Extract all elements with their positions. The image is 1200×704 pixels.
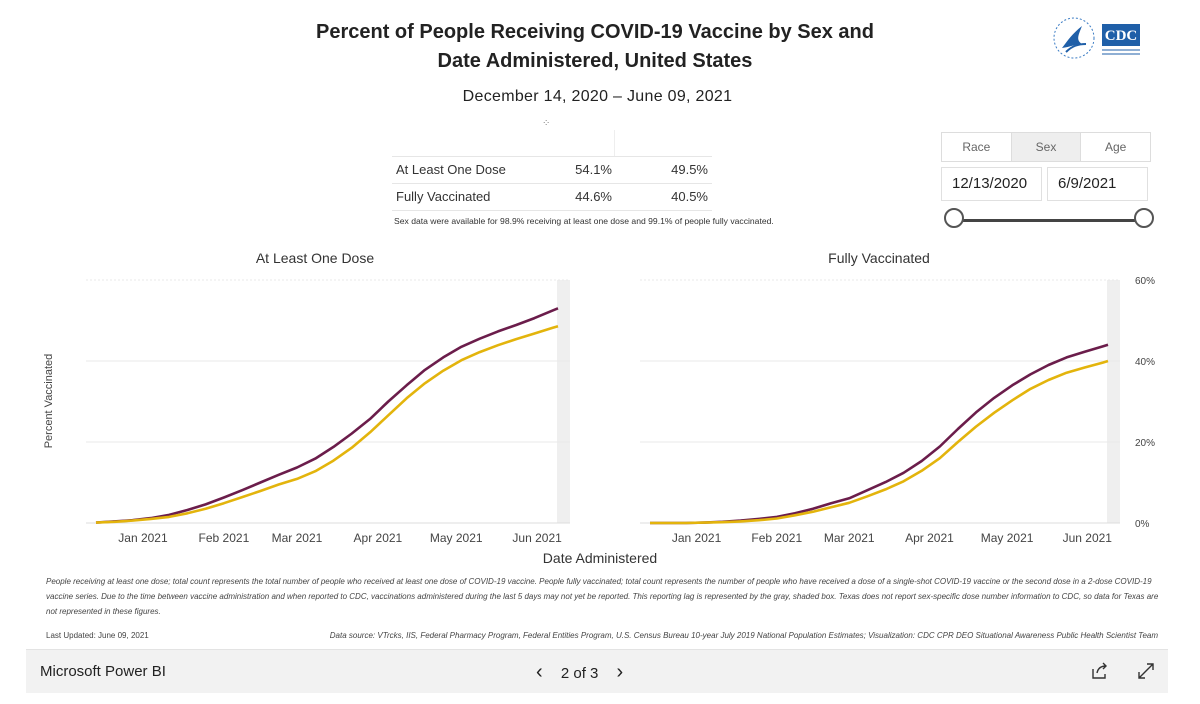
x-tick-label: Feb 2021 (199, 531, 250, 545)
date-slider-end-handle[interactable] (1134, 208, 1154, 228)
charts-canvas: Jan 2021 Feb 2021 Mar 2021 Apr 2021 May 2021… (86, 276, 1155, 545)
fullscreen-icon[interactable] (1136, 661, 1156, 686)
x-tick-label: Mar 2021 (824, 531, 875, 545)
reporting-lag-shade (1107, 280, 1120, 523)
tab-race[interactable]: Race (942, 133, 1012, 161)
page-title: Percent of People Receiving COVID-19 Vac… (250, 18, 940, 76)
series-line-male (95, 324, 559, 524)
series-line-female (95, 307, 559, 524)
chart-title-fully-vaccinated: Fully Vaccinated (828, 250, 930, 266)
previous-page-icon[interactable]: ‹ (536, 661, 543, 683)
next-page-icon[interactable]: › (616, 661, 624, 683)
tab-age[interactable]: Age (1105, 140, 1127, 154)
powerbi-brand[interactable]: Microsoft Power BI (40, 663, 166, 680)
x-tick-label: Feb 2021 (751, 531, 802, 545)
summary-male-value: 40.5% (671, 189, 708, 204)
x-tick-label: Mar 2021 (272, 531, 323, 545)
end-date-input[interactable]: 6/9/2021 (1047, 167, 1148, 201)
chart-title-first-dose: At Least One Dose (255, 250, 375, 266)
hhs-eagle-icon: CDC (1053, 17, 1140, 59)
y-tick-label: 40% (1135, 357, 1155, 368)
demographic-tabs: Race Sex Age (941, 132, 1151, 162)
x-axis-label: Date Administered (542, 550, 658, 566)
footnote: People receiving at least one dose; tota… (46, 577, 1159, 616)
last-updated: Last Updated: June 09, 2021 (46, 631, 149, 640)
x-tick-label: May 2021 (981, 531, 1034, 545)
loading-spinner-icon: ⁘ (542, 118, 551, 129)
x-tick-label: Jan 2021 (118, 531, 168, 545)
summary-header-row (392, 130, 712, 157)
summary-row: Fully Vaccinated 44.6% 40.5% (392, 184, 712, 211)
date-slider-start-handle[interactable] (944, 208, 964, 228)
x-tick-label: Jun 2021 (512, 531, 562, 545)
share-icon[interactable] (1090, 661, 1110, 686)
summary-row-label: Fully Vaccinated (396, 189, 491, 204)
sex-data-note: Sex data were available for 98.9% receiv… (394, 216, 774, 226)
y-tick-label: 0% (1135, 519, 1150, 530)
date-slider-track[interactable] (955, 219, 1144, 222)
tab-sex[interactable]: Sex (1011, 133, 1082, 161)
x-tick-label: May 2021 (430, 531, 483, 545)
title-line-1: Percent of People Receiving COVID-19 Vac… (316, 21, 874, 43)
summary-row: At Least One Dose 54.1% 49.5% (392, 157, 712, 184)
summary-female-value: 54.1% (575, 162, 612, 177)
summary-male-value: 49.5% (671, 162, 708, 177)
powerbi-footer-bar: Microsoft Power BI ‹ 2 of 3 › (26, 649, 1168, 693)
start-date-input[interactable]: 12/13/2020 (941, 167, 1042, 201)
y-tick-label: 60% (1135, 276, 1155, 287)
summary-row-label: At Least One Dose (396, 162, 506, 177)
x-tick-label: Jan 2021 (672, 531, 722, 545)
title-line-2: Date Administered, United States (437, 50, 753, 72)
page-navigator: ‹ 2 of 3 › (536, 661, 623, 684)
series-line-female (650, 343, 1109, 525)
summary-female-value: 44.6% (575, 189, 612, 204)
reporting-lag-shade (557, 280, 570, 523)
y-tick-label: 20% (1135, 438, 1155, 449)
page-indicator: 2 of 3 (560, 665, 599, 682)
data-source: Data source: VTrcks, IIS, Federal Pharma… (329, 631, 1158, 640)
series-line-male (650, 359, 1109, 525)
x-tick-label: Jun 2021 (1063, 531, 1113, 545)
x-tick-label: Apr 2021 (354, 531, 403, 545)
cdc-logo: CDC (1052, 14, 1148, 62)
x-tick-label: Apr 2021 (905, 531, 954, 545)
cdc-logo-text: CDC (1105, 28, 1138, 44)
date-range-subtitle: December 14, 2020 – June 09, 2021 (462, 88, 733, 105)
